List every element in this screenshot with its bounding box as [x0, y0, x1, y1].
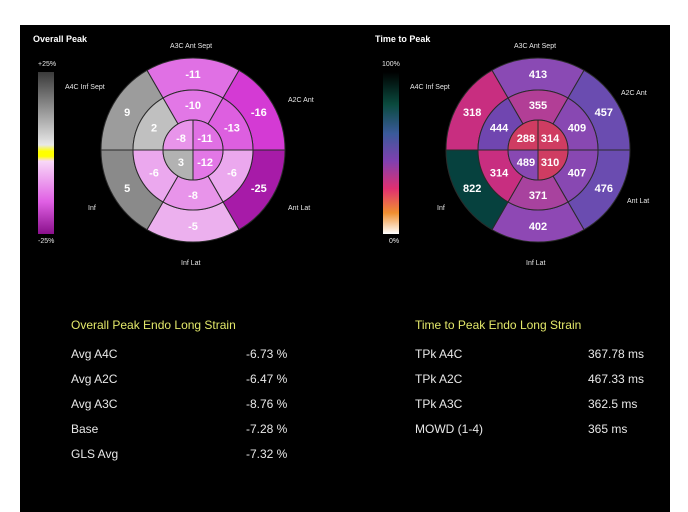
- strain-apical-segment-3: [162, 149, 194, 181]
- strain-bullseye: -11 -16 -25 -5 5 9 -10 -13 -6 -8 -6 2 -11 -12 3 -8: [100, 57, 286, 243]
- tpk-wall-label-inf: Inf: [437, 205, 445, 212]
- tpk-mid-value-2: 409: [568, 123, 586, 135]
- time-stat-row-label: TPk A4C: [415, 347, 463, 361]
- tpk-wall-label-a3c-ant-sept: A3C Ant Sept: [514, 43, 557, 50]
- tpk-mid-value-4: 371: [529, 190, 547, 202]
- tpk-apical-segment-4: [507, 119, 539, 151]
- time-bullseye: 413 457 476 402 822 318 355 409 407 371 314 444 314 3…: [445, 57, 631, 243]
- strain-stat-row-value: -6.47 %: [246, 372, 288, 386]
- strain-mid-value-6: 2: [151, 123, 157, 135]
- strain-stat-row-label: Base: [71, 422, 99, 436]
- strain-stat-row-label: Avg A2C: [71, 372, 118, 386]
- tpk-mid-value-5: 314: [490, 168, 509, 180]
- time-stat-row-label: TPk A3C: [415, 397, 463, 411]
- strain-basal-value-6: 9: [124, 107, 130, 119]
- tpk-apical-value-4: 288: [517, 133, 535, 145]
- time-stat-row-label: TPk A2C: [415, 372, 463, 386]
- strain-apical-segment-2: [192, 149, 224, 181]
- strain-report-screen: Overall Peak +25% -25% A3C Ant Sept A2C …: [20, 25, 670, 512]
- time-stat-row-value: 467.33 ms: [588, 372, 645, 386]
- tpk-scale-bottom-label: 0%: [389, 238, 400, 245]
- time-stat-row-value: 365 ms: [588, 422, 628, 436]
- strain-mid-value-1: -10: [185, 100, 201, 112]
- time-stat-row-value: 362.5 ms: [588, 397, 638, 411]
- tpk-apical-value-3: 489: [517, 157, 535, 169]
- wall-label-inf-lat: Inf Lat: [181, 260, 201, 267]
- time-to-peak-title: Time to Peak: [375, 34, 431, 44]
- strain-stat-row-label: GLS Avg: [71, 447, 119, 461]
- wall-label-inf: Inf: [88, 205, 96, 212]
- strain-basal-value-4: -5: [188, 221, 198, 233]
- strain-apical-value-2: -12: [197, 157, 213, 169]
- strain-apical-value-3: 3: [178, 157, 184, 169]
- strain-stat-row-value: -6.73 %: [246, 347, 288, 361]
- tpk-wall-label-ant-lat: Ant Lat: [627, 198, 650, 205]
- wall-label-a4c-inf-sept: A4C Inf Sept: [65, 84, 105, 91]
- strain-color-scale: [38, 72, 54, 234]
- strain-stat-row-value: -8.76 %: [246, 397, 288, 411]
- time-color-scale: [383, 72, 399, 234]
- tpk-wall-label-a2c-ant: A2C Ant: [621, 90, 647, 97]
- strain-mid-value-5: -6: [149, 168, 159, 180]
- tpk-apical-value-1: 314: [541, 133, 560, 145]
- strain-mid-value-2: -13: [224, 123, 240, 135]
- tpk-apical-segment-1: [537, 119, 569, 151]
- strain-stat-row-value: -7.32 %: [246, 447, 288, 461]
- strain-basal-value-2: -16: [251, 107, 267, 119]
- tpk-basal-value-2: 457: [595, 107, 613, 119]
- strain-stat-row-label: Avg A4C: [71, 347, 118, 361]
- strain-mid-value-3: -6: [227, 168, 237, 180]
- time-stats-title: Time to Peak Endo Long Strain: [415, 318, 582, 332]
- tpk-basal-value-3: 476: [595, 183, 613, 195]
- strain-stat-row-label: Avg A3C: [71, 397, 118, 411]
- tpk-wall-label-a4c-inf-sept: A4C Inf Sept: [410, 84, 450, 91]
- tpk-basal-value-5: 822: [463, 183, 481, 195]
- strain-basal-value-1: -11: [185, 69, 200, 81]
- tpk-mid-value-3: 407: [568, 168, 586, 180]
- overall-peak-title: Overall Peak: [33, 34, 88, 44]
- tpk-scale-top-label: 100%: [382, 61, 400, 68]
- tpk-apical-value-2: 310: [541, 157, 559, 169]
- tpk-mid-value-1: 355: [529, 100, 547, 112]
- strain-stat-row-value: -7.28 %: [246, 422, 288, 436]
- strain-apical-segment-1: [192, 119, 224, 151]
- tpk-apical-segment-3: [507, 149, 539, 181]
- strain-apical-value-1: -11: [197, 133, 212, 145]
- time-stat-row-label: MOWD (1-4): [415, 422, 483, 436]
- wall-label-a3c-ant-sept: A3C Ant Sept: [170, 43, 213, 50]
- tpk-basal-value-1: 413: [529, 69, 547, 81]
- tpk-mid-value-6: 444: [490, 123, 509, 135]
- tpk-wall-label-inf-lat: Inf Lat: [526, 260, 546, 267]
- scale-top-label: +25%: [38, 61, 57, 68]
- tpk-basal-value-6: 318: [463, 107, 481, 119]
- wall-label-ant-lat: Ant Lat: [288, 205, 311, 212]
- wall-label-a2c-ant: A2C Ant: [288, 97, 314, 104]
- strain-stats-title: Overall Peak Endo Long Strain: [71, 318, 236, 332]
- scale-bottom-label: -25%: [38, 238, 55, 245]
- strain-apical-value-4: -8: [176, 133, 186, 145]
- tpk-basal-value-4: 402: [529, 221, 547, 233]
- strain-mid-value-4: -8: [188, 190, 198, 202]
- strain-apical-segment-4: [162, 119, 194, 151]
- tpk-apical-segment-2: [537, 149, 569, 181]
- strain-basal-value-5: 5: [124, 183, 130, 195]
- strain-basal-value-3: -25: [251, 183, 267, 195]
- time-stat-row-value: 367.78 ms: [588, 347, 645, 361]
